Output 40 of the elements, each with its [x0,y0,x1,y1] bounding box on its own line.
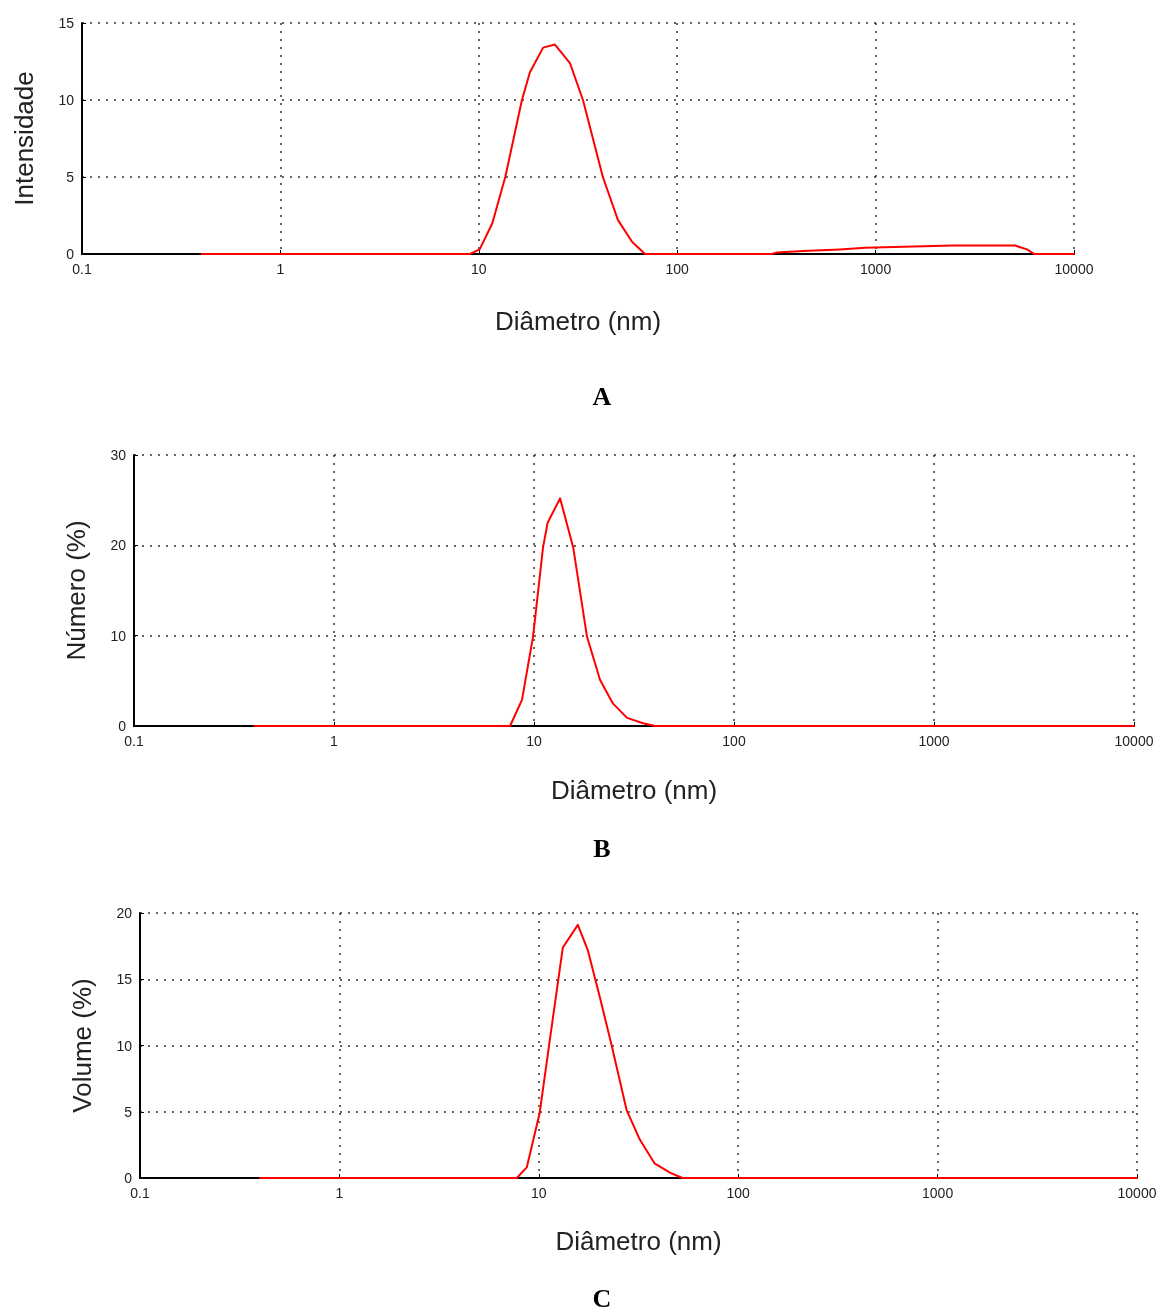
text: A [592,381,612,411]
x-tick-label: 0.1 [130,1185,150,1201]
x-tick-label: 1000 [860,261,892,277]
x-tick-label: 10000 [1114,733,1154,749]
y-tick-label: 10 [116,1037,133,1054]
x-axis-title: Diâmetro (nm) [494,306,662,336]
y-axis-title: Volume (%) [67,978,97,1113]
y-tick-label: 0 [66,246,75,262]
y-tick-label: 5 [66,169,75,185]
y-tick-label: 15 [58,15,75,31]
y-tick-label: 5 [124,1103,133,1120]
y-axis-title: Intensidade [9,71,39,206]
text: B [593,833,611,863]
y-axis-title: Número (%) [61,520,91,661]
x-tick-label: 1000 [918,733,950,749]
x-tick-label: 1 [335,1185,344,1201]
x-tick-label: 100 [722,733,746,749]
text: C [592,1283,612,1311]
y-tick-label: 10 [58,92,75,108]
x-tick-label: 1000 [922,1185,954,1201]
x-tick-label: 10000 [1054,261,1094,277]
x-tick-label: 1 [276,261,285,277]
x-tick-label: 100 [665,261,690,277]
y-tick-label: 0 [118,718,127,734]
x-tick-label: 0.1 [72,261,92,277]
y-tick-label: 15 [116,971,133,988]
y-tick-label: 20 [110,537,127,554]
x-tick-label: 100 [726,1185,751,1201]
x-tick-label: 10 [471,261,487,277]
x-axis-title: Diâmetro (nm) [555,1226,722,1256]
x-axis-title: Diâmetro (nm) [550,775,718,805]
x-tick-label: 10 [531,1185,547,1201]
y-tick-label: 30 [110,447,127,463]
x-tick-label: 1 [330,733,339,749]
x-tick-label: 0.1 [124,733,144,749]
y-tick-label: 0 [124,1170,133,1186]
x-tick-label: 10 [526,733,542,749]
y-tick-label: 20 [116,905,133,921]
y-tick-label: 10 [110,627,127,644]
x-tick-label: 10000 [1117,1185,1157,1201]
